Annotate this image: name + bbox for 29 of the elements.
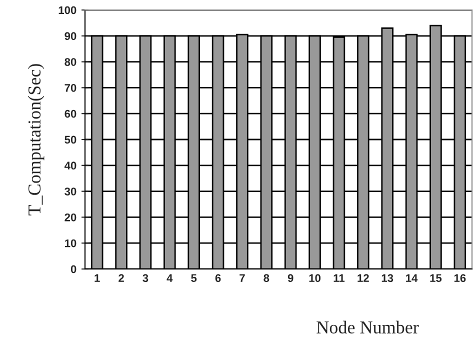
x-tick-label: 1 [94, 274, 100, 282]
x-tick-label: 4 [166, 274, 173, 282]
y-tick-label: 0 [70, 265, 76, 274]
x-tick-label: 11 [334, 274, 345, 282]
x-tick-label: 5 [191, 274, 197, 282]
x-tick-label: 6 [215, 274, 221, 282]
y-tick-label: 90 [64, 32, 76, 40]
x-tick-label: 9 [288, 274, 294, 282]
y-tick-label: 20 [64, 213, 76, 222]
x-tick-label: 3 [142, 274, 148, 282]
y-tick-label: 100 [58, 6, 76, 14]
y-tick-label: 30 [64, 188, 76, 196]
x-tick-label: 15 [430, 274, 442, 282]
y-tick-label: 50 [64, 136, 76, 144]
x-tick-label: 10 [309, 274, 321, 282]
x-tick-label: 13 [382, 274, 394, 282]
y-tick-label: 10 [65, 239, 76, 248]
x-tick-label: 12 [358, 274, 369, 282]
x-tick-label: 7 [240, 274, 245, 282]
y-tick-label: 40 [64, 162, 76, 170]
x-axis-title: Node Number [316, 320, 419, 334]
x-tick-label: 16 [454, 274, 466, 282]
y-axis-title: T_Computation(Sec) [28, 64, 44, 216]
y-tick-label: 70 [64, 84, 76, 92]
x-tick-label: 8 [264, 274, 270, 282]
y-tick-label: 60 [64, 110, 76, 118]
x-tick-label: 2 [118, 274, 124, 282]
x-tick-label: 14 [406, 274, 418, 282]
y-tick-label: 80 [64, 58, 76, 66]
